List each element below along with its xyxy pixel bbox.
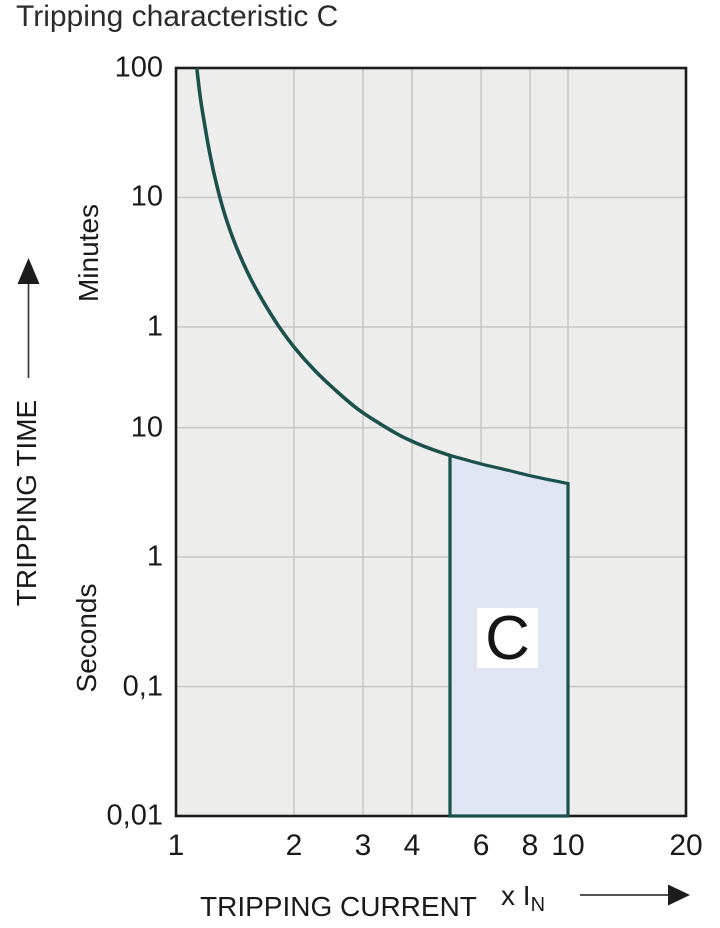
y-axis-title: TRIPPING TIME (11, 399, 42, 607)
right-arrow-icon (580, 884, 690, 906)
x-tick-label-10: 10 (551, 829, 585, 862)
region-c-label: C (485, 603, 530, 673)
y-axis-unit-seconds: Seconds (71, 583, 102, 693)
y-tick-label-minutes-10: 10 (130, 180, 163, 213)
y-tick-label-seconds-0,1: 0,1 (122, 670, 163, 703)
plot-border (174, 66, 688, 818)
y-tick-label-seconds-0,01: 0,01 (106, 799, 163, 832)
plot-area-background (176, 68, 686, 816)
x-axis-title: TRIPPING CURRENT (200, 891, 477, 922)
x-axis-unit-subscript: N (530, 894, 546, 916)
x-tick-label-3: 3 (354, 829, 372, 862)
chart-title: Tripping characteristic C (16, 0, 339, 33)
x-tick-label-1: 1 (167, 829, 185, 862)
x-tick-label-4: 4 (403, 829, 421, 862)
y-tick-label-seconds-10: 10 (130, 411, 163, 444)
trip-curve (195, 67, 451, 458)
x-tick-label-8: 8 (521, 829, 539, 862)
x-tick-label-2: 2 (285, 829, 303, 862)
x-axis-unit-prefix: x I (501, 880, 531, 911)
region-c-label-box: C (477, 604, 538, 673)
x-axis-unit: x IN (501, 880, 545, 916)
up-arrow-icon (17, 258, 40, 378)
y-tick-label-minutes-1: 1 (146, 310, 163, 343)
y-tick-label-minutes-100: 100 (114, 51, 163, 84)
x-tick-label-20: 20 (669, 829, 703, 862)
x-tick-label-6: 6 (472, 829, 490, 862)
y-tick-label-seconds-1: 1 (146, 540, 163, 573)
y-axis-unit-minutes: Minutes (73, 203, 104, 303)
